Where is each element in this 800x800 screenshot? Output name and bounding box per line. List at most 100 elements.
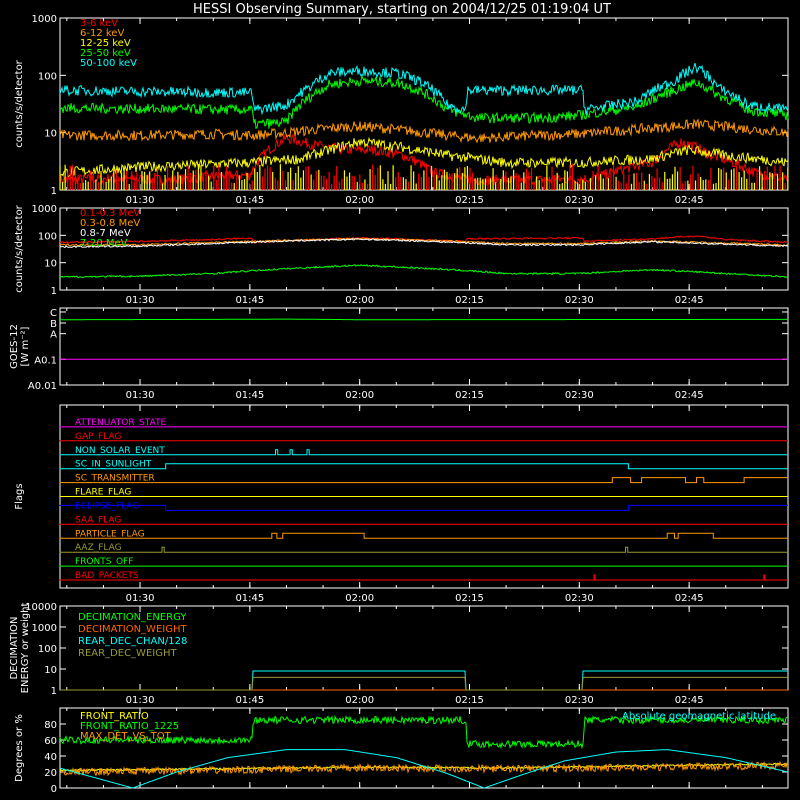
time-tick-label: 01:30 bbox=[126, 593, 155, 604]
panel-decimation: 01:30 01:45 02:00 02:15 02:30 02:45 1 10 100 1000… bbox=[9, 602, 789, 706]
flag-label: SC_TRANSMITTER bbox=[75, 474, 155, 484]
time-tick-label: 01:45 bbox=[235, 295, 264, 306]
time-tick-label: 01:45 bbox=[235, 390, 264, 401]
time-tick-label: 02:30 bbox=[565, 695, 594, 706]
time-tick-label: 02:15 bbox=[455, 390, 484, 401]
series-line bbox=[59, 133, 789, 187]
y-tick-label: 100 bbox=[38, 644, 57, 655]
legend-entry: FRONT_RATIO_1225 bbox=[80, 721, 179, 732]
time-tick-label: 02:45 bbox=[675, 593, 704, 604]
y-tick-label: B bbox=[50, 319, 57, 330]
time-tick-label: 02:00 bbox=[345, 295, 374, 306]
y-tick-label: 0 bbox=[51, 784, 57, 795]
y-tick-label: 10 bbox=[44, 665, 57, 676]
time-tick-label: 02:15 bbox=[455, 195, 484, 206]
legend-entry: 0.3-0.8 MeV bbox=[80, 218, 140, 229]
series-line bbox=[59, 237, 789, 249]
time-tick-label: 02:30 bbox=[565, 195, 594, 206]
flag-label: SAA_FLAG bbox=[75, 515, 121, 525]
time-tick-label: 02:00 bbox=[345, 695, 374, 706]
y-tick-label: A0.01 bbox=[28, 381, 57, 392]
series-line bbox=[59, 74, 789, 129]
time-tick-label: 01:30 bbox=[126, 295, 155, 306]
y-axis-label: GOES-12 bbox=[9, 324, 20, 369]
series-line bbox=[59, 62, 789, 116]
panel-xray-rates: 01:30 01:45 02:00 02:15 02:30 02:45 1 10 100 1000… bbox=[14, 14, 789, 206]
series-line bbox=[59, 263, 789, 279]
flag-label: FRONTS_OFF bbox=[75, 557, 133, 567]
y-axis-label: [W m⁻²] bbox=[20, 326, 31, 366]
series-line bbox=[59, 136, 789, 178]
legend-entry: REAR_DEC_CHAN/128 bbox=[78, 636, 187, 647]
flag-label: GAP_FLAG bbox=[75, 432, 121, 442]
legend-entry: DECIMATION_ENERGY bbox=[78, 612, 187, 623]
time-tick-label: 01:30 bbox=[126, 390, 155, 401]
plot-frame bbox=[59, 207, 789, 291]
time-tick-label: 02:00 bbox=[345, 593, 374, 604]
legend-entry: 0.1-0.3 MeV bbox=[80, 208, 140, 219]
y-tick-label: A0.1 bbox=[34, 355, 57, 366]
legend-entry: 7-20 MeV bbox=[80, 238, 128, 249]
y-tick-label: 10 bbox=[44, 129, 57, 140]
y-tick-label: C bbox=[50, 308, 57, 319]
y-tick-label: 20 bbox=[44, 768, 57, 779]
series-line bbox=[60, 670, 788, 691]
panel-flags: 01:30 01:45 02:00 02:15 02:30 02:45 Flags ATTEN… bbox=[14, 404, 789, 604]
legend-entry: Absolute geomagnetic latitude bbox=[622, 711, 776, 722]
legend-entry: 25-50 keV bbox=[80, 48, 131, 59]
flag-line bbox=[59, 546, 788, 553]
figure-title: HESSI Observing Summary, starting on 200… bbox=[193, 2, 611, 17]
legend-entry: DECIMATION_WEIGHT bbox=[78, 624, 187, 635]
series-line bbox=[59, 237, 789, 247]
legend-entry: MAX_DET_VS_TOT bbox=[80, 731, 172, 742]
flag-line bbox=[59, 532, 788, 539]
flag-line bbox=[59, 477, 788, 484]
y-axis-label: counts/s/detector bbox=[14, 59, 25, 147]
y-tick-label: 10000 bbox=[25, 602, 57, 613]
time-tick-label: 01:30 bbox=[126, 695, 155, 706]
flag-label: ECLIPSE_FLAG bbox=[75, 501, 139, 511]
series-line bbox=[60, 676, 788, 691]
y-tick-label: 1 bbox=[51, 686, 57, 697]
flag-label: SC_IN_SUNLIGHT bbox=[75, 460, 152, 470]
y-tick-label: 40 bbox=[44, 752, 57, 763]
y-tick-label: 1000 bbox=[32, 623, 57, 634]
y-tick-label: 1 bbox=[51, 286, 57, 297]
series-line bbox=[59, 749, 789, 789]
y-tick-label: 60 bbox=[44, 736, 57, 747]
y-tick-label: 1000 bbox=[32, 204, 57, 215]
flag-line bbox=[59, 449, 788, 456]
panel-goes: 01:30 01:45 02:00 02:15 02:30 02:45 A0.01 A0.1 A… bbox=[9, 307, 789, 401]
flag-label: PARTICLE_FLAG bbox=[75, 529, 145, 539]
time-tick-label: 02:00 bbox=[345, 390, 374, 401]
panel-ratios: 0 20 40 60 80 Degrees or % FRONT_RATIOFRONT_RA… bbox=[14, 707, 789, 795]
flag-label: ATTENUATOR_STATE bbox=[75, 418, 167, 428]
y-axis-label: Degrees or % bbox=[14, 714, 25, 782]
time-tick-label: 02:45 bbox=[675, 295, 704, 306]
time-tick-label: 02:00 bbox=[345, 195, 374, 206]
flag-label: FLARE_FLAG bbox=[75, 488, 131, 498]
y-axis-label: DECIMATION bbox=[9, 616, 20, 679]
y-tick-label: 100 bbox=[38, 231, 57, 242]
time-tick-label: 02:45 bbox=[675, 195, 704, 206]
y-tick-label: 1 bbox=[51, 186, 57, 197]
time-tick-label: 02:30 bbox=[565, 390, 594, 401]
flag-label: NON_SOLAR_EVENT bbox=[75, 446, 165, 456]
legend-entry: FRONT_RATIO bbox=[80, 711, 149, 722]
panels: 01:30 01:45 02:00 02:15 02:30 02:451101001000… bbox=[9, 14, 789, 795]
time-tick-label: 02:45 bbox=[675, 390, 704, 401]
legend-entry: 0.8-7 MeV bbox=[80, 228, 131, 239]
time-tick-label: 02:15 bbox=[455, 593, 484, 604]
time-tick-label: 02:30 bbox=[565, 295, 594, 306]
legend-entry: REAR_DEC_WEIGHT bbox=[78, 648, 177, 659]
time-tick-label: 01:45 bbox=[235, 695, 264, 706]
y-axis-label: Flags bbox=[14, 483, 25, 509]
y-axis-label: ENERGY or weight bbox=[20, 603, 31, 694]
time-tick-label: 01:30 bbox=[126, 195, 155, 206]
series-line bbox=[60, 318, 788, 321]
y-tick-label: A bbox=[50, 330, 57, 341]
time-tick-label: 02:30 bbox=[565, 593, 594, 604]
legend-entry: 6-12 keV bbox=[80, 28, 124, 39]
time-tick-label: 02:15 bbox=[455, 295, 484, 306]
